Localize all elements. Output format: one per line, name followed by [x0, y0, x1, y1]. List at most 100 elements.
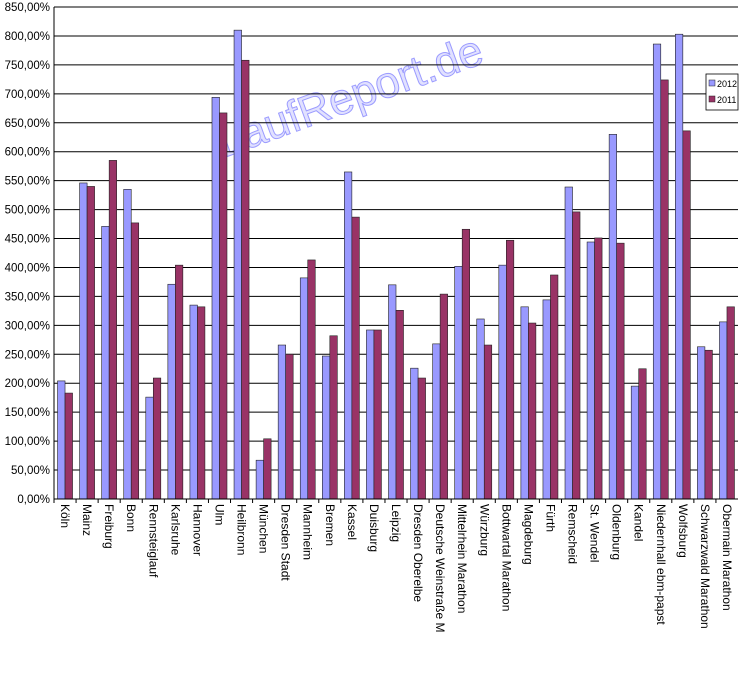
bar — [211, 96, 220, 500]
bar — [608, 134, 617, 500]
y-tick-label: 750,00% — [5, 60, 50, 72]
x-tick-label: Bonn — [124, 504, 138, 532]
bar — [255, 459, 264, 500]
bar — [219, 112, 228, 500]
bar — [130, 222, 140, 500]
bar — [175, 264, 184, 500]
y-tick-label: 0,00% — [17, 494, 50, 506]
bar — [241, 59, 250, 500]
bar — [329, 335, 338, 500]
legend-swatch — [708, 95, 716, 103]
bar — [108, 160, 117, 500]
y-tick-label: 200,00% — [5, 378, 50, 390]
bar — [189, 304, 198, 500]
y-tick-label: 650,00% — [5, 118, 50, 130]
bar — [638, 368, 647, 500]
y-tick-label: 300,00% — [5, 320, 50, 332]
bar — [572, 211, 581, 500]
bar — [719, 321, 728, 500]
x-tick-label: Schwarzwald Marathon — [698, 504, 712, 629]
bar — [675, 33, 684, 500]
bar — [307, 259, 316, 500]
x-tick-label: Bremen — [323, 504, 337, 546]
bar — [506, 239, 515, 500]
bar — [366, 329, 375, 500]
bar — [167, 283, 176, 500]
x-tick-label: Duisburg — [367, 504, 381, 552]
bar — [476, 318, 485, 500]
bar — [594, 237, 603, 500]
bar — [299, 277, 309, 500]
x-tick-label: Deutsche Weinstraße M — [433, 504, 447, 633]
bar — [388, 284, 397, 500]
y-tick-label: 450,00% — [5, 234, 50, 246]
bar — [726, 306, 735, 500]
bar — [263, 438, 272, 500]
x-tick-label: Rennsteiglauf — [146, 504, 160, 578]
bar — [417, 377, 426, 500]
bar — [57, 380, 66, 500]
legend-swatch — [708, 79, 716, 87]
bar — [498, 264, 507, 500]
x-tick-label: Ulm — [212, 504, 226, 525]
bar — [564, 186, 573, 500]
bar — [682, 130, 691, 500]
bar — [528, 322, 537, 500]
bar — [630, 385, 640, 500]
x-tick-label: St. Wendel — [588, 504, 602, 562]
y-tick-label: 850,00% — [5, 2, 50, 14]
y-tick-label: 100,00% — [5, 436, 50, 448]
x-tick-label: Freiburg — [102, 504, 116, 549]
bar — [373, 329, 382, 500]
x-tick-label: Leipzig — [389, 504, 403, 542]
x-tick-label: Hannover — [190, 504, 204, 556]
x-tick-label: Fürth — [543, 504, 557, 532]
x-tick-label: Köln — [58, 504, 72, 528]
legend-label: 2011 — [717, 95, 736, 105]
x-tick-label: Karlsruhe — [168, 504, 182, 556]
y-tick-label: 700,00% — [5, 89, 50, 101]
x-tick-label: Magdeburg — [521, 504, 535, 565]
bar — [79, 182, 88, 500]
x-tick-label: Kassel — [345, 504, 359, 540]
bar — [197, 306, 206, 500]
bar — [660, 79, 669, 500]
bar — [550, 274, 559, 500]
bar — [704, 349, 713, 500]
bar — [351, 216, 360, 500]
x-tick-label: Niedernhall ebm-papst — [654, 504, 668, 625]
y-tick-label: 400,00% — [5, 262, 50, 274]
bar — [277, 344, 286, 500]
bar — [520, 306, 529, 500]
y-tick-label: 350,00% — [5, 291, 50, 303]
x-tick-label: Obermain Marathon — [720, 504, 734, 611]
x-tick-label: Dresden Oberelbe — [411, 504, 425, 602]
x-tick-label: Bottwartal Marathon — [499, 504, 513, 611]
bar — [461, 228, 470, 500]
y-tick-label: 50,00% — [11, 465, 50, 477]
x-tick-label: Würzburg — [477, 504, 491, 556]
bar — [101, 226, 110, 500]
bar — [285, 353, 294, 500]
y-tick-label: 800,00% — [5, 31, 50, 43]
x-tick-label: Mannheim — [301, 504, 315, 560]
bar — [233, 29, 242, 500]
bar — [344, 171, 353, 500]
bar — [86, 186, 95, 500]
x-tick-label: Mainz — [80, 504, 94, 536]
bar — [697, 346, 706, 500]
legend-label: 2012 — [717, 79, 737, 89]
x-tick-label: Dresden Stadt — [279, 504, 293, 581]
bar — [322, 355, 331, 500]
x-tick-label: Kandel — [632, 504, 646, 541]
x-tick-label: Oldenburg — [610, 504, 624, 560]
bar — [152, 377, 162, 500]
x-tick-label: Mittelrhein Marathon — [455, 504, 469, 613]
bar — [410, 367, 419, 500]
bar — [439, 293, 448, 500]
bar — [454, 266, 463, 500]
bar — [432, 343, 441, 500]
bar — [145, 396, 154, 500]
bar — [123, 189, 132, 500]
bar — [395, 310, 404, 500]
